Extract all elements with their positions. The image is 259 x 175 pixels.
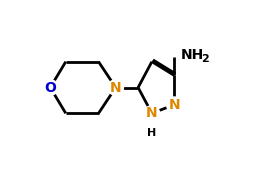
Circle shape — [42, 80, 58, 95]
Circle shape — [108, 80, 124, 95]
Circle shape — [144, 106, 160, 121]
Text: N: N — [168, 98, 180, 112]
Text: N: N — [146, 106, 158, 120]
Circle shape — [167, 97, 182, 113]
Text: O: O — [44, 80, 56, 94]
Text: NH: NH — [181, 48, 204, 62]
Text: N: N — [110, 80, 121, 94]
Text: H: H — [147, 128, 156, 138]
Text: 2: 2 — [201, 54, 209, 64]
